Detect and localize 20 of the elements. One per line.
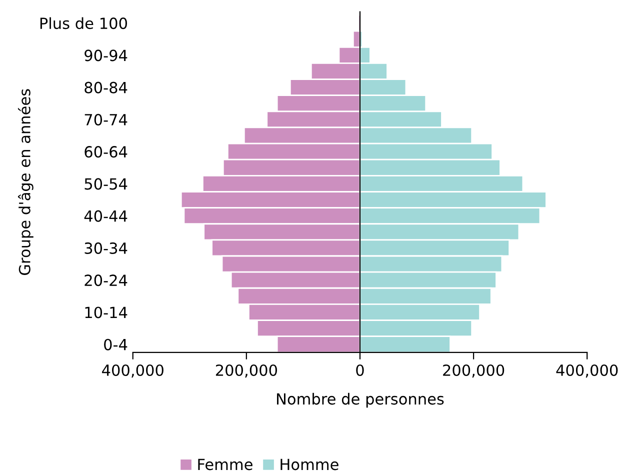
legend-label: Homme: [280, 458, 338, 470]
x-tick-label: 400,000: [102, 364, 164, 378]
y-tick-label: 20-24: [84, 274, 128, 286]
legend-label: Femme: [198, 458, 252, 470]
y-tick-label: 10-14: [85, 306, 128, 318]
x-axis-title: Nombre de personnes: [277, 392, 444, 408]
y-tick-label: 0-4: [104, 338, 128, 350]
y-tick-label: 40-44: [84, 210, 128, 222]
y-axis-title: Groupe d'âge en années: [18, 89, 34, 275]
y-tick-label: 50-54: [84, 178, 128, 190]
y-tick-label: 30-34: [84, 242, 128, 254]
y-tick-label: Plus de 100: [40, 17, 127, 30]
y-tick-label: 70-74: [84, 114, 128, 126]
y-tick-label: 60-64: [84, 146, 128, 158]
x-tick-label: 200,000: [216, 364, 277, 378]
y-tick-label: 80-84: [84, 82, 128, 94]
x-tick-label: 0: [356, 364, 364, 376]
x-tick-label: 400,000: [556, 364, 618, 378]
y-tick-label: 90-94: [84, 50, 128, 62]
x-tick-label: 200,000: [443, 364, 504, 378]
